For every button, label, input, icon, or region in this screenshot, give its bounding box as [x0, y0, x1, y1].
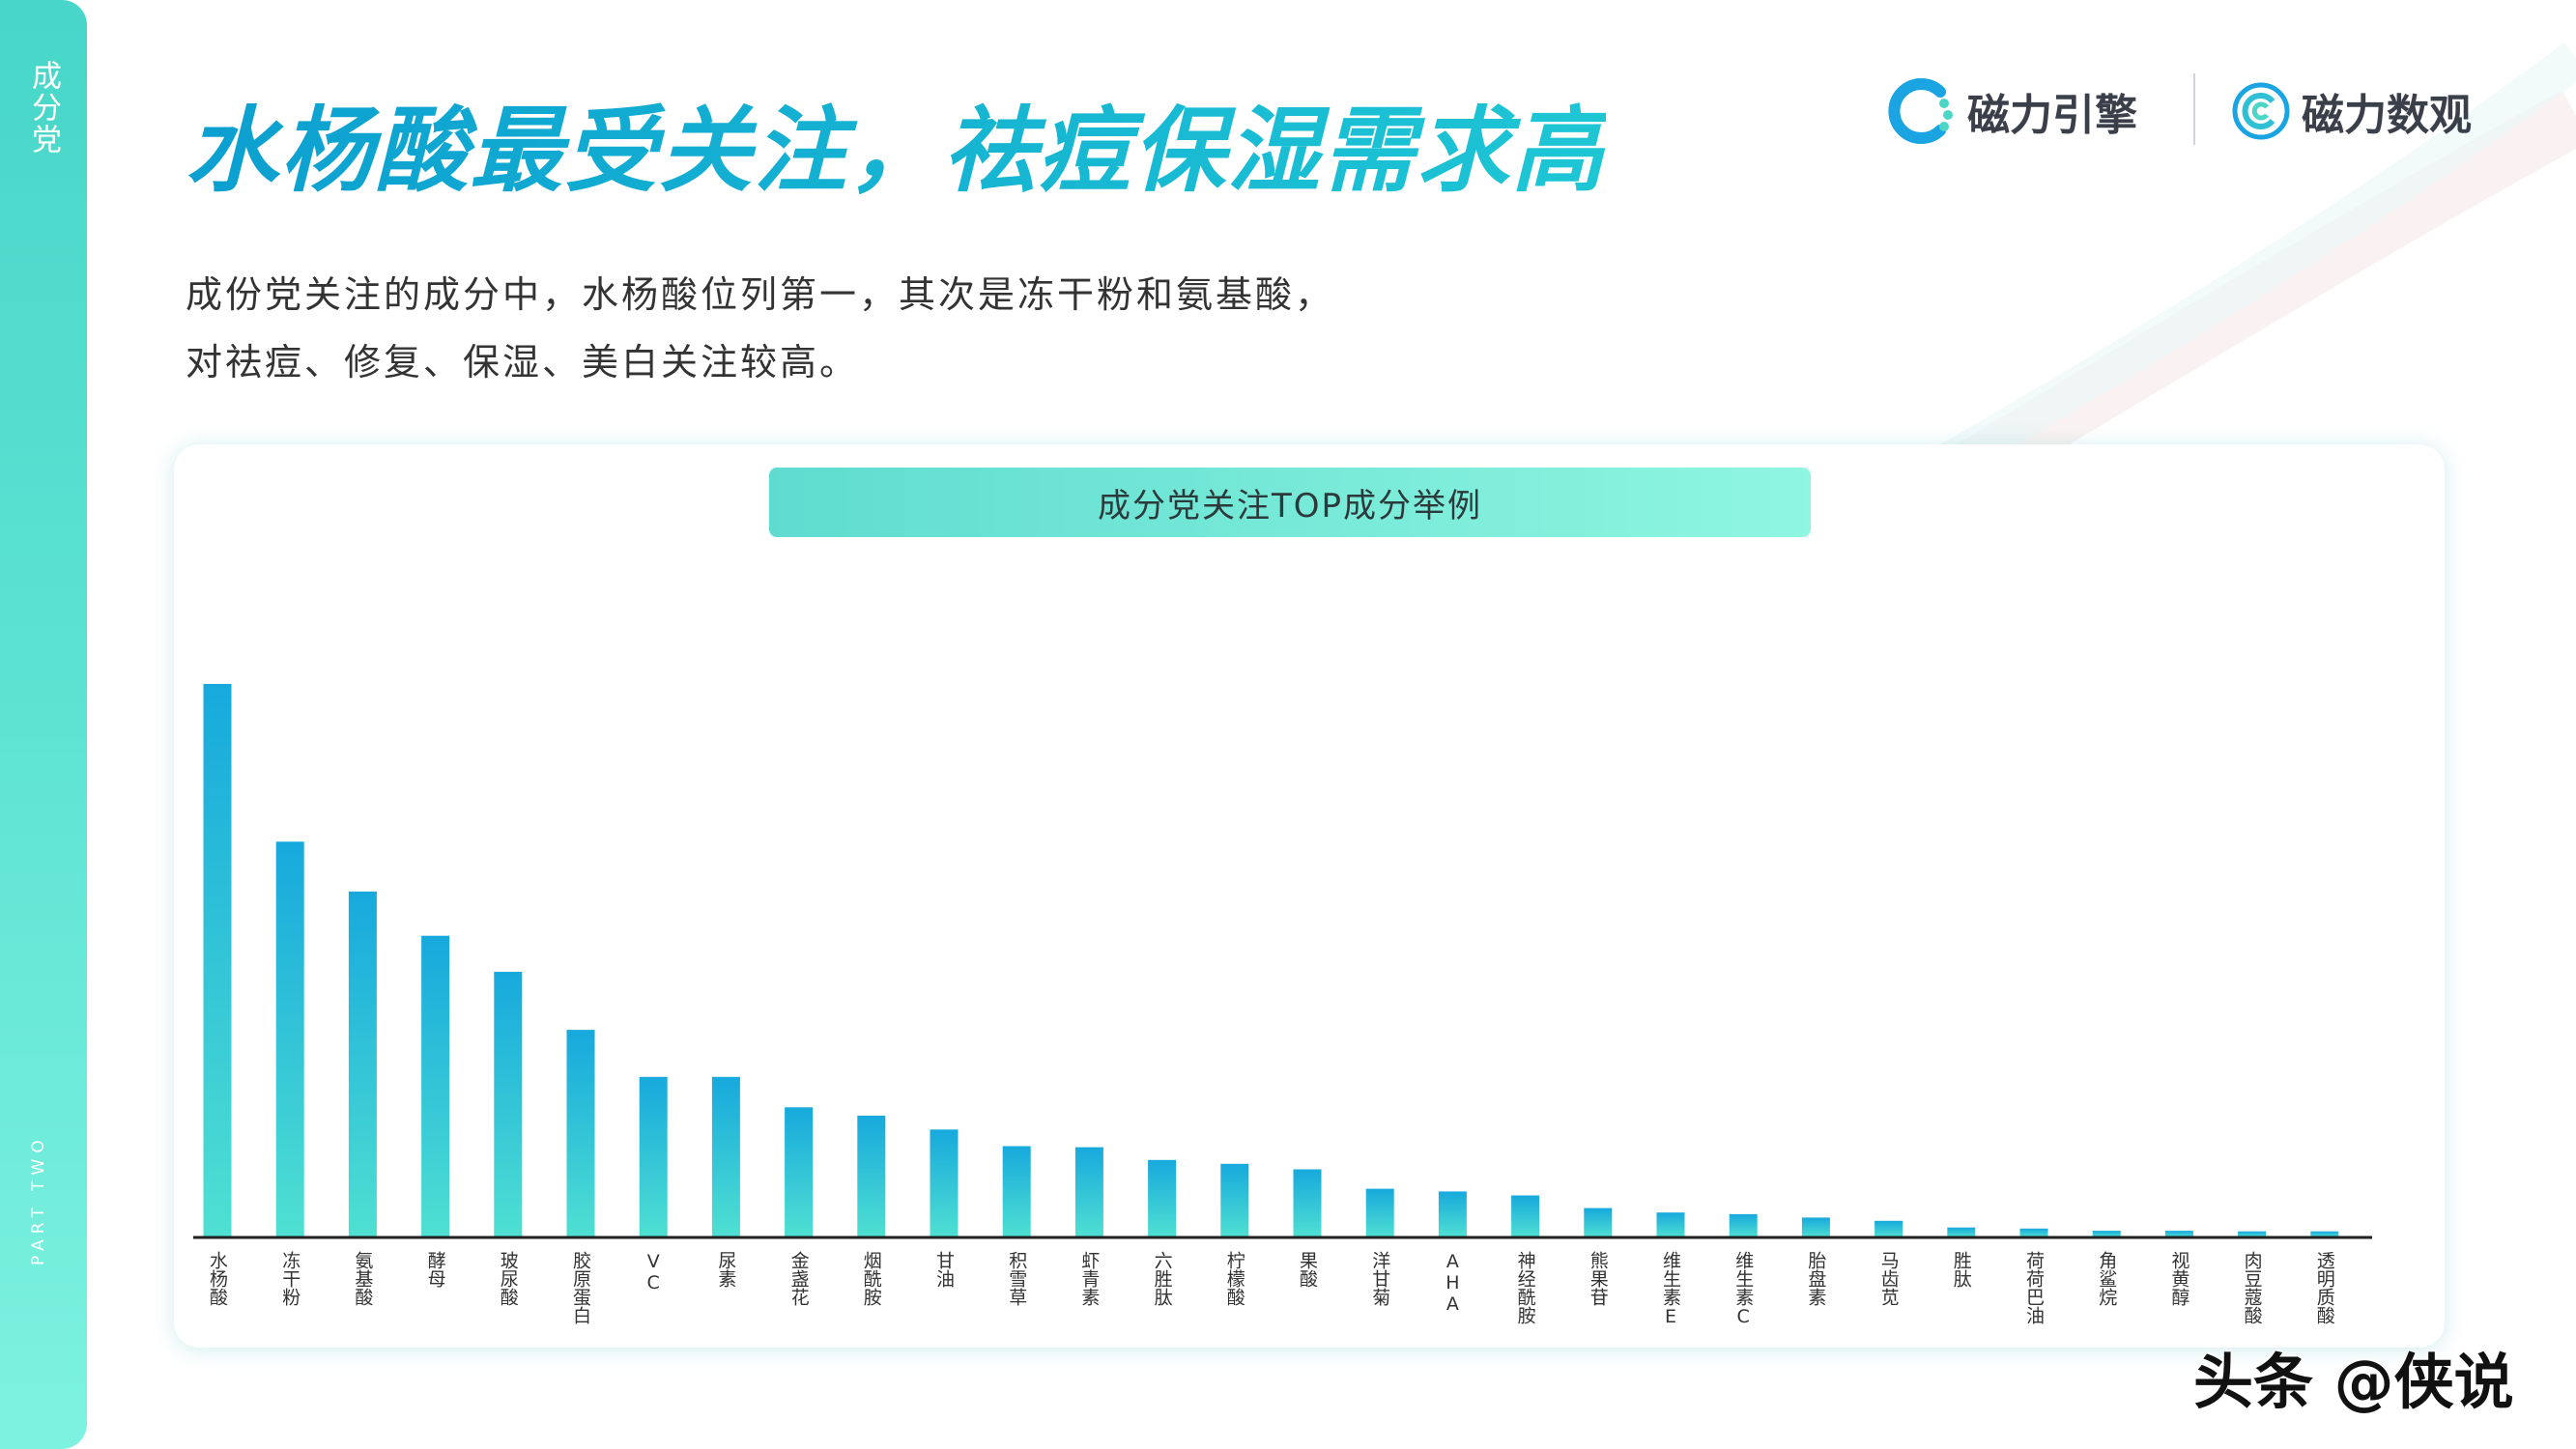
x-tick-label: 透明质酸	[2314, 1251, 2335, 1324]
bar-21	[1656, 1212, 1685, 1237]
x-tick-label: 胜肽	[1951, 1251, 1972, 1288]
bar-27	[2092, 1231, 2121, 1237]
x-tick-label: 积雪草	[1006, 1251, 1027, 1306]
bar-24	[1875, 1220, 1903, 1237]
bar-23	[1801, 1217, 1830, 1237]
section-label: 成分党	[26, 60, 61, 156]
x-tick-label: 玻尿酸	[498, 1251, 519, 1306]
summary-line-1: 成份党关注的成分中，水杨酸位列第一，其次是冻干粉和氨基酸，	[186, 273, 1335, 316]
bar-6	[566, 1030, 595, 1237]
x-tick-label: 维生素C	[1732, 1251, 1754, 1327]
bar-3	[348, 891, 377, 1237]
bar-11	[930, 1129, 959, 1237]
bar-26	[2019, 1228, 2048, 1237]
bar-30	[2310, 1231, 2339, 1237]
summary-line-2: 对祛痘、修复、保湿、美白关注较高。	[186, 341, 860, 384]
bar-5	[494, 972, 523, 1237]
bar-4	[421, 935, 450, 1237]
x-tick-label: 尿素	[715, 1251, 736, 1288]
x-tick-label: 金盏花	[788, 1251, 810, 1306]
x-tick-label: 肉豆蔻酸	[2242, 1251, 2263, 1324]
x-tick-label: 胶原蛋白	[570, 1251, 591, 1324]
section-sidebar: 成分党 PART TWO	[0, 0, 87, 1449]
x-tick-label: 洋甘菊	[1369, 1251, 1390, 1307]
bars-layer	[203, 684, 2339, 1237]
bar-22	[1729, 1213, 1758, 1237]
x-tick-labels: 水杨酸 冻干粉 氨基酸 酵母 玻尿酸 胶原蛋白 VC 尿素 金盏花 烟酰胺 甘油 积雪草 虾青素 六胜肽 柠…	[207, 1251, 2335, 1327]
x-tick-label: 马齿苋	[1878, 1251, 1900, 1306]
x-tick-label: 酵母	[425, 1251, 446, 1288]
x-tick-label: 六胜肽	[1152, 1251, 1173, 1306]
x-tick-label: 冻干粉	[279, 1251, 301, 1306]
bar-14	[1148, 1159, 1177, 1237]
bar-17	[1365, 1188, 1394, 1237]
x-tick-label: AHA	[1442, 1251, 1463, 1315]
x-tick-label: VC	[643, 1251, 664, 1293]
x-tick-label: 角鲨烷	[2096, 1251, 2117, 1306]
bar-15	[1220, 1163, 1249, 1237]
bar-12	[1002, 1146, 1031, 1237]
logo-engine-text: 磁力引擎	[1967, 91, 2137, 140]
summary-text: 成份党关注的成分中，水杨酸位列第一，其次是冻干粉和氨基酸， 对祛痘、修复、保湿、…	[186, 261, 1538, 396]
x-tick-label: 胎盘素	[1805, 1251, 1826, 1306]
x-tick-label: 水杨酸	[207, 1251, 228, 1306]
x-tick-label: 视黄醇	[2168, 1251, 2190, 1306]
bar-18	[1438, 1191, 1467, 1237]
bar-20	[1584, 1208, 1613, 1237]
logo-divider	[2193, 73, 2195, 145]
bar-16	[1293, 1169, 1322, 1237]
bar-19	[1511, 1195, 1540, 1237]
logo-insight-text: 磁力数观	[2302, 91, 2472, 140]
x-tick-label: 柠檬酸	[1224, 1251, 1245, 1306]
x-tick-label: 甘油	[933, 1251, 955, 1288]
bar-9	[785, 1107, 814, 1237]
x-tick-label: 烟酰胺	[861, 1251, 882, 1306]
bar-7	[639, 1076, 668, 1237]
bar-13	[1074, 1147, 1103, 1237]
x-tick-label: 熊果苷	[1588, 1251, 1609, 1306]
x-tick-label: 维生素E	[1660, 1251, 1681, 1327]
bar-2	[275, 841, 304, 1237]
insight-logo-icon	[2232, 82, 2290, 140]
watermark: 头条 @侠说	[2193, 1347, 2514, 1417]
x-tick-label: 氨基酸	[352, 1251, 373, 1306]
logo-insight: 磁力数观	[2230, 68, 2472, 155]
x-tick-label: 虾青素	[1078, 1251, 1100, 1306]
bar-25	[1947, 1227, 1976, 1237]
x-tick-label: 荷荷巴油	[2023, 1251, 2045, 1324]
engine-logo-icon	[1888, 78, 1953, 144]
bar-10	[857, 1115, 886, 1237]
bar-29	[2238, 1231, 2267, 1237]
chart-title: 成分党关注TOP成分举例	[769, 468, 1811, 537]
x-tick-label: 神经酰胺	[1515, 1251, 1536, 1324]
bar-8	[711, 1076, 740, 1237]
x-tick-label: 果酸	[1297, 1251, 1318, 1288]
bar-28	[2164, 1231, 2193, 1237]
logo-engine: 磁力引擎	[1884, 68, 2137, 155]
bar-1	[203, 684, 232, 1237]
page-title: 水杨酸最受关注，祛痘保湿需求高	[186, 75, 1606, 210]
